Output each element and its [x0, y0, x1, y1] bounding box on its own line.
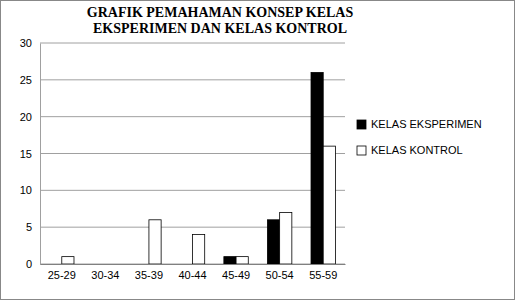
- bar: [236, 257, 248, 264]
- x-tick: 45-49: [222, 264, 250, 281]
- x-tick: 40-44: [178, 264, 206, 281]
- y-tick-label: 15: [20, 148, 32, 160]
- legend-label: KELAS EKSPERIMEN: [371, 118, 482, 130]
- y-tick-label: 0: [26, 258, 32, 270]
- grid-line: [40, 43, 345, 44]
- chart-border: [1, 1, 515, 300]
- bar: [193, 235, 205, 264]
- x-tick-label: 25-29: [48, 269, 76, 281]
- bar: [280, 212, 292, 264]
- grid-line: [40, 227, 345, 228]
- bar: [149, 220, 161, 264]
- x-tick: 55-59: [309, 264, 337, 281]
- x-tick-label: 40-44: [178, 269, 206, 281]
- bar: [62, 257, 74, 264]
- grid-line: [40, 153, 345, 154]
- y-tick: 15: [20, 148, 40, 160]
- bar: [267, 220, 279, 264]
- grid-line: [40, 116, 345, 117]
- y-axis-line: [40, 44, 41, 265]
- chart-title: GRAFIK PEMAHAMAN KONSEP KELASEKSPERIMEN …: [87, 5, 354, 36]
- y-tick-label: 10: [20, 184, 32, 196]
- grid-line: [40, 79, 345, 80]
- x-tick: 50-54: [266, 264, 294, 281]
- bar: [180, 264, 192, 265]
- grid-line: [40, 190, 345, 191]
- y-tick-label: 25: [20, 74, 32, 86]
- y-tick: 0: [26, 258, 40, 270]
- legend-swatch: [357, 146, 366, 155]
- bar: [50, 264, 62, 265]
- y-axis: 0 5 10 15 20 25 30: [20, 37, 41, 270]
- series: [62, 146, 336, 264]
- bars: [62, 72, 336, 264]
- chart: GRAFIK PEMAHAMAN KONSEP KELASEKSPERIMEN …: [0, 0, 515, 300]
- x-tick: 25-29: [48, 264, 76, 281]
- y-tick-label: 20: [20, 111, 32, 123]
- x-axis: 25-29 30-34 35-39 40-44 45-49 50-54 55-59: [41, 264, 346, 281]
- bar: [105, 264, 117, 265]
- bar: [93, 264, 105, 265]
- legend-swatch: [357, 120, 366, 129]
- bar: [323, 146, 335, 264]
- x-tick: 35-39: [135, 264, 163, 281]
- bar: [311, 72, 323, 264]
- bar: [137, 264, 149, 265]
- x-tick-label: 55-59: [309, 269, 337, 281]
- x-tick-label: 30-34: [91, 269, 119, 281]
- x-axis-line: [41, 264, 346, 265]
- x-tick-label: 35-39: [135, 269, 163, 281]
- bar: [224, 257, 236, 264]
- legend-label: KELAS KONTROL: [371, 144, 463, 156]
- y-tick: 10: [20, 184, 40, 196]
- y-tick: 30: [20, 37, 40, 49]
- x-tick-label: 45-49: [222, 269, 250, 281]
- y-tick: 5: [26, 221, 40, 233]
- plot: 0 5 10 15 20 25 30 25-29 30-34 35-39 40-44 45-49 50-…: [20, 37, 346, 281]
- series: [224, 72, 323, 264]
- legend: KELAS EKSPERIMEN KELAS KONTROL: [357, 118, 482, 156]
- x-tick-label: 50-54: [266, 269, 294, 281]
- y-tick-label: 5: [26, 221, 32, 233]
- x-tick: 30-34: [91, 264, 119, 281]
- y-tick: 25: [20, 74, 40, 86]
- grid: [40, 43, 345, 264]
- y-tick: 20: [20, 111, 40, 123]
- y-tick-label: 30: [20, 37, 32, 49]
